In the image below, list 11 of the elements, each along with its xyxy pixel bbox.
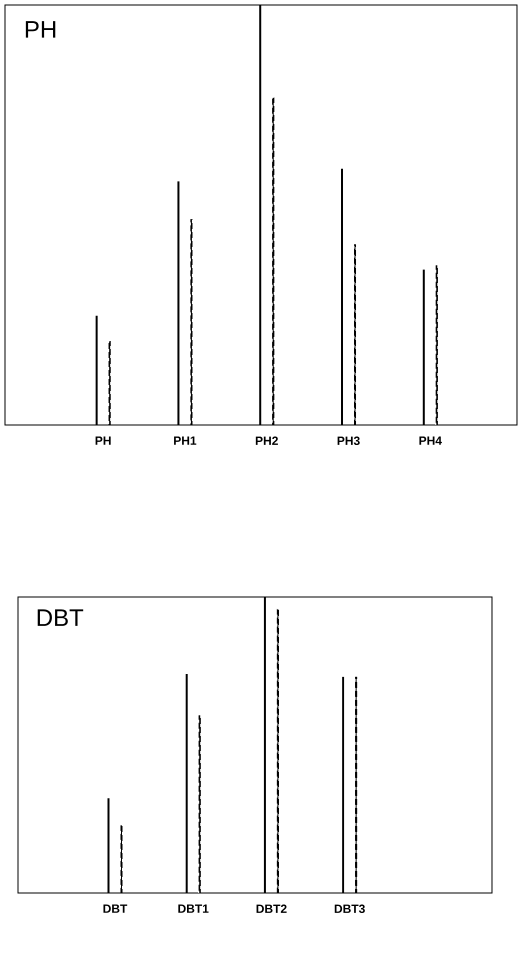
x-tick-label: DBT2 [256, 904, 287, 913]
x-tick-label: DBT3 [334, 904, 365, 914]
x-tick-label: PH4 [419, 436, 442, 445]
x-tick-label: DBT [103, 904, 128, 913]
x-tick-label: PH [96, 436, 111, 445]
text: PH [26, 21, 56, 38]
chart-title: DBT [38, 609, 84, 626]
x-tick-label: DBT1 [178, 904, 209, 913]
x-tick-label: PH2 [256, 436, 278, 445]
x-tick-label: PH1 [174, 436, 196, 445]
x-tick-label: PH3 [338, 436, 360, 446]
